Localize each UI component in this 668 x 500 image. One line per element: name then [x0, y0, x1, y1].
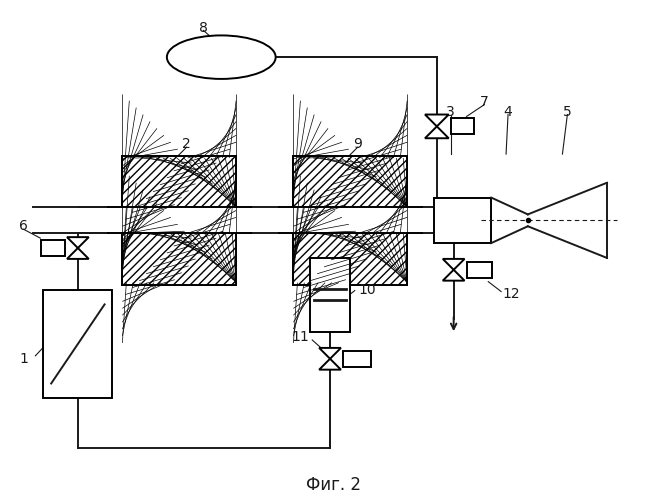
Polygon shape — [319, 359, 341, 370]
Bar — [434, 198, 491, 243]
Text: 2: 2 — [182, 137, 191, 151]
Bar — [343, 351, 371, 366]
Polygon shape — [67, 248, 89, 259]
Text: 11: 11 — [291, 330, 309, 344]
Bar — [122, 156, 236, 284]
Text: 1: 1 — [19, 352, 28, 366]
Ellipse shape — [167, 36, 276, 79]
Text: 3: 3 — [446, 104, 455, 118]
Text: 8: 8 — [199, 20, 208, 34]
Text: 5: 5 — [563, 104, 572, 118]
Polygon shape — [425, 114, 449, 126]
Text: 6: 6 — [19, 220, 28, 234]
Bar — [293, 156, 407, 284]
Bar — [43, 290, 112, 399]
Bar — [451, 118, 474, 134]
Text: 7: 7 — [480, 94, 489, 108]
Bar — [41, 240, 65, 256]
Bar — [310, 258, 350, 332]
Polygon shape — [319, 348, 341, 359]
Text: 10: 10 — [359, 282, 377, 296]
Bar — [120, 208, 238, 233]
Polygon shape — [443, 270, 464, 280]
Text: 9: 9 — [353, 137, 362, 151]
Text: Фиг. 2: Фиг. 2 — [307, 476, 361, 494]
Polygon shape — [425, 126, 449, 138]
Polygon shape — [443, 259, 464, 270]
Polygon shape — [67, 237, 89, 248]
Bar — [466, 262, 492, 278]
Bar — [122, 156, 236, 284]
Text: 4: 4 — [504, 104, 512, 118]
Bar — [293, 156, 407, 284]
Bar — [291, 208, 409, 233]
Text: 12: 12 — [502, 288, 520, 302]
